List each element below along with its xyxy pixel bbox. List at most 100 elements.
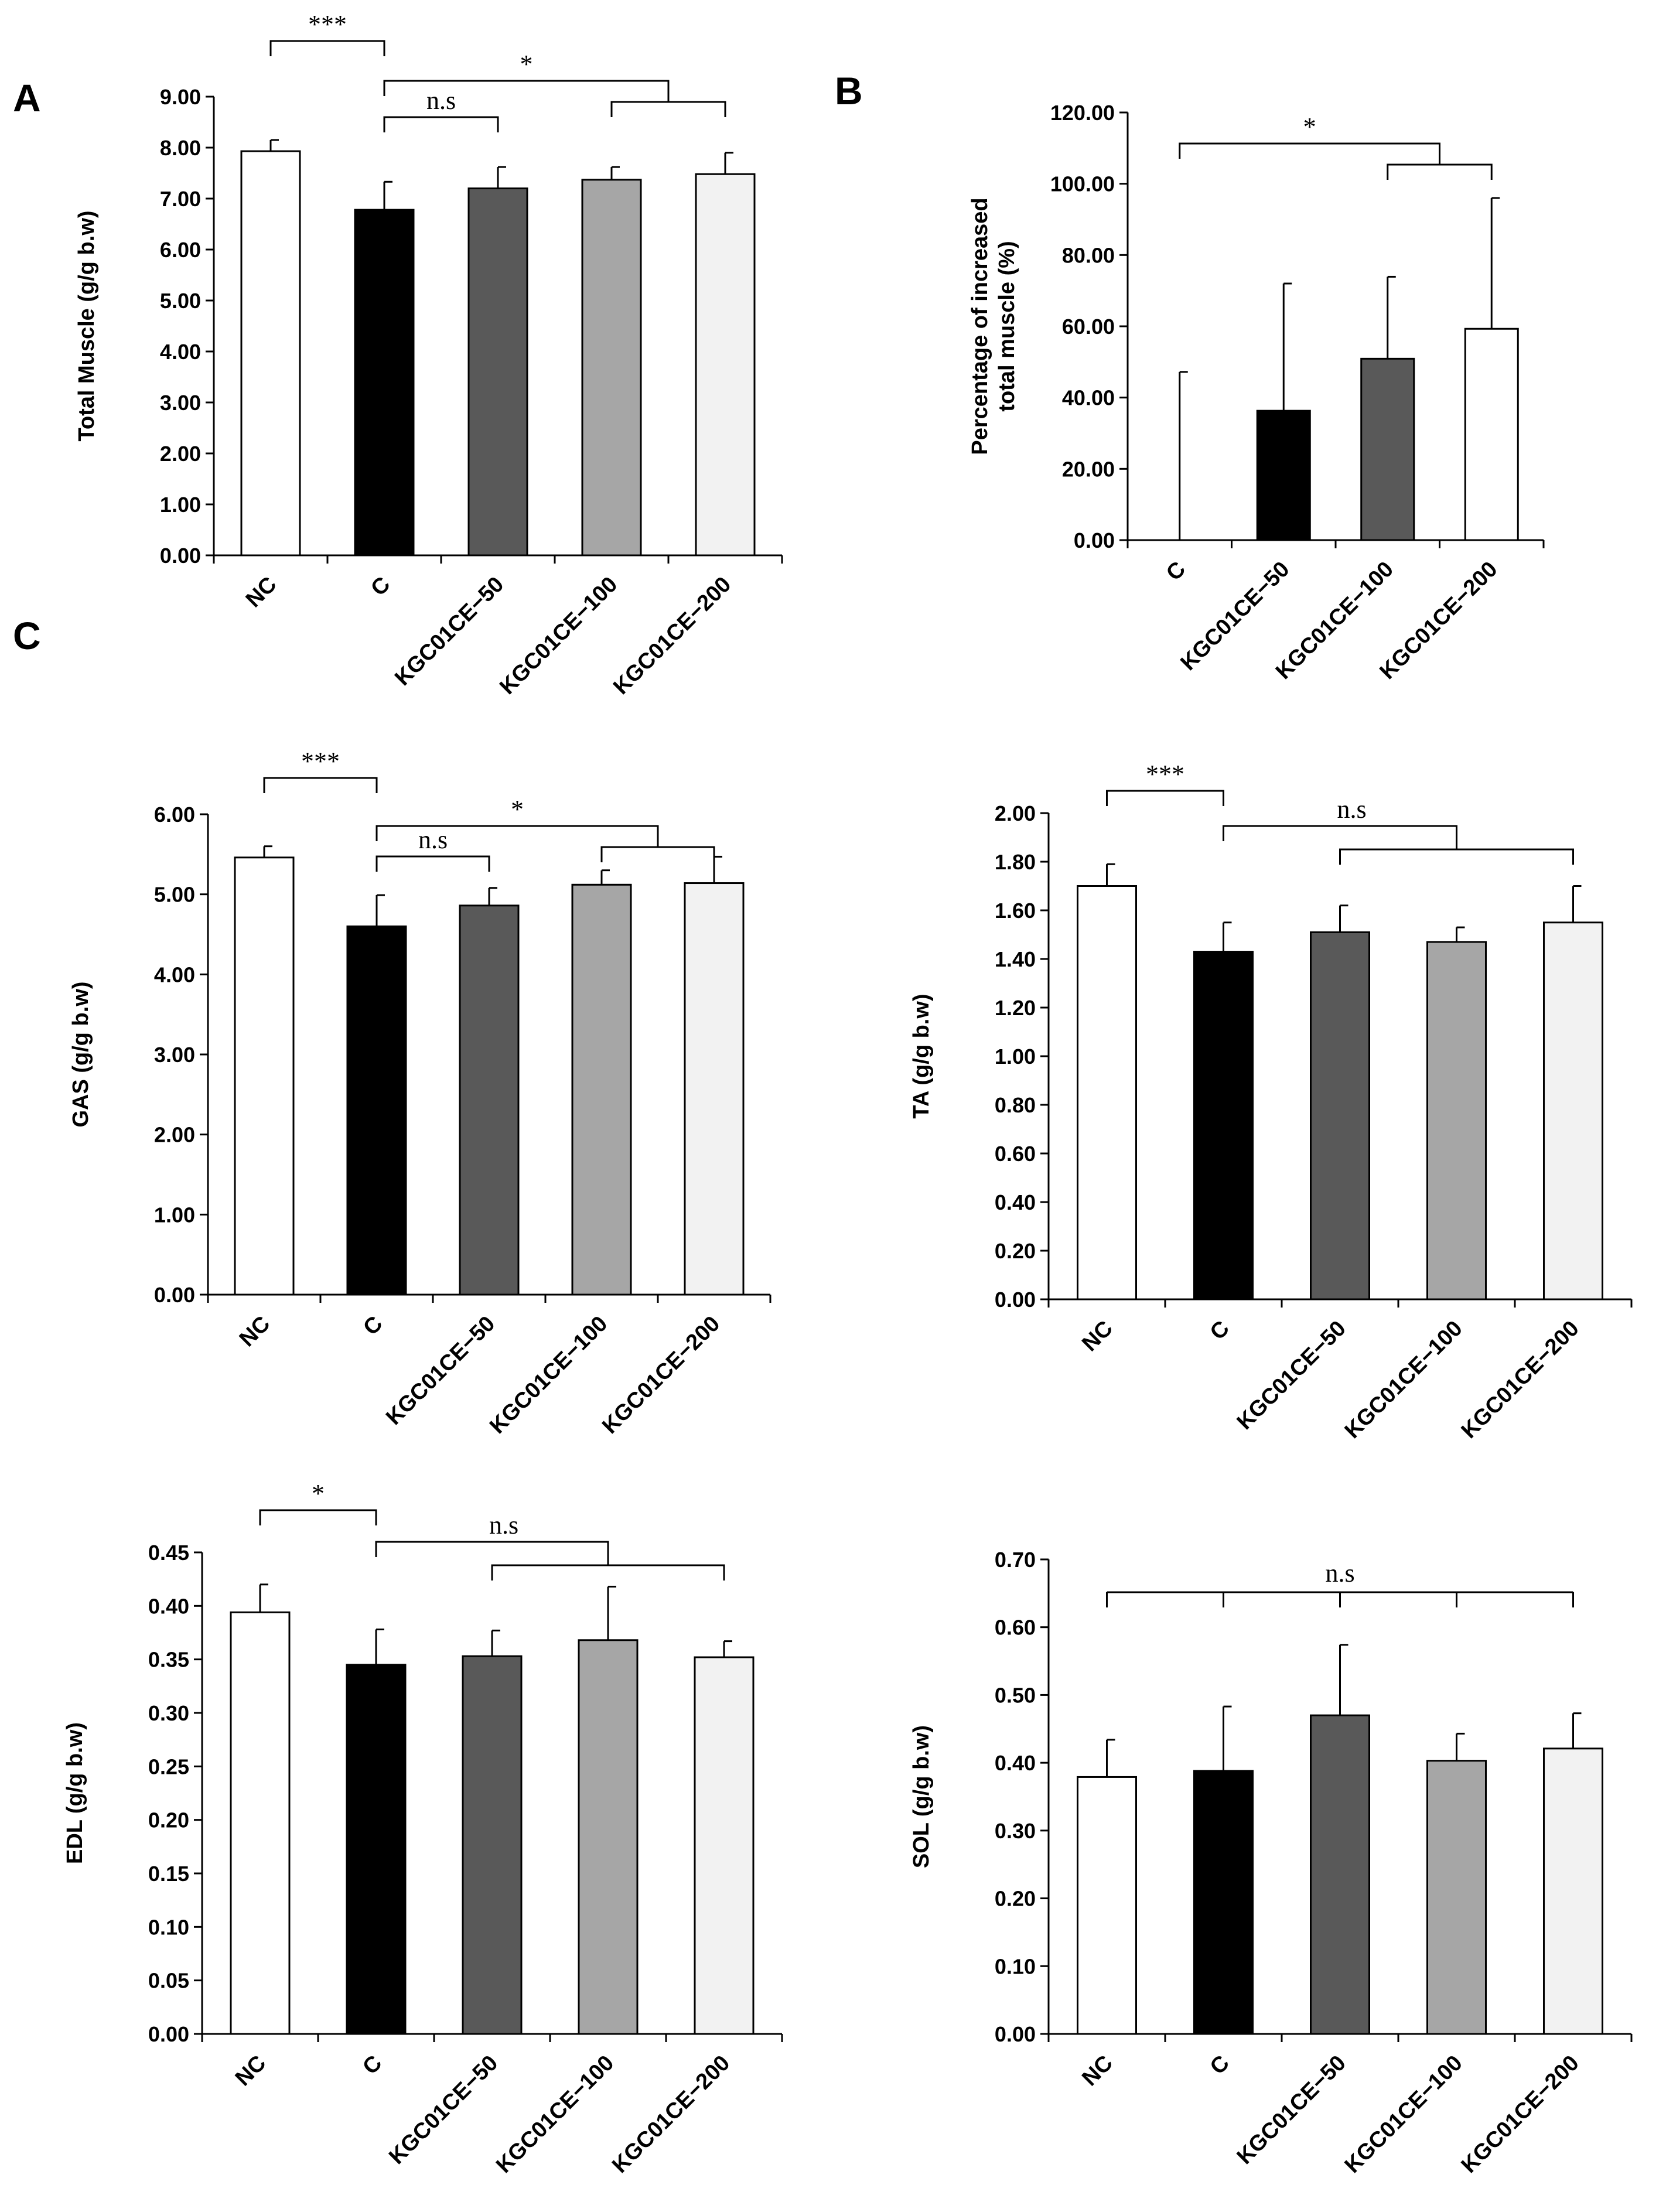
category-label: KGC01CE−100 xyxy=(485,1312,612,1439)
category-label: KGC01CE−50 xyxy=(1233,1316,1351,1435)
significance-bracket xyxy=(263,777,378,793)
bar xyxy=(1310,1714,1370,2035)
bar xyxy=(346,925,407,1296)
bar xyxy=(684,882,745,1296)
bar xyxy=(1360,357,1415,541)
significance-label: * xyxy=(312,1479,325,1508)
y-axis-label: GAS (g/g b.w) xyxy=(69,981,93,1127)
y-tick-label: 1.60 xyxy=(995,899,1036,923)
y-axis-label: Percentage of increased xyxy=(968,197,992,455)
y-tick-label: 0.00 xyxy=(154,1283,195,1307)
y-tick-label: 5.00 xyxy=(160,289,201,313)
y-tick-label: 5.00 xyxy=(154,883,195,907)
bar xyxy=(1193,951,1254,1300)
bar xyxy=(578,1639,639,2035)
y-tick-label: 8.00 xyxy=(160,136,201,160)
y-tick-label: 2.00 xyxy=(160,442,201,466)
y-tick-label: 2.00 xyxy=(154,1123,195,1147)
y-tick-label: 0.35 xyxy=(148,1648,189,1672)
category-label: C xyxy=(359,1312,387,1340)
category-label: NC xyxy=(231,2051,271,2091)
y-tick-label: 0.00 xyxy=(995,1288,1036,1312)
chart-a: 0.00 1.00 2.00 3.00 4.00 5.00 6.00 7.00 8.00 9.00… xyxy=(74,10,783,699)
y-tick-label: 1.00 xyxy=(995,1044,1036,1069)
significance-sub-bracket xyxy=(1387,163,1493,180)
significance-bracket xyxy=(383,80,670,102)
significance-sub-bracket xyxy=(600,846,715,862)
bar xyxy=(1310,931,1370,1300)
significance-bracket xyxy=(383,116,499,132)
y-tick-label: 6.00 xyxy=(160,238,201,262)
significance-label: n.s xyxy=(418,825,448,854)
y-tick-label: 0.20 xyxy=(148,1808,189,1832)
y-tick-label: 0.50 xyxy=(995,1683,1036,1707)
y-tick-label: 4.00 xyxy=(154,962,195,986)
significance-bracket xyxy=(1179,142,1440,165)
significance-label: n.s xyxy=(1337,795,1366,824)
significance-label: * xyxy=(1303,112,1316,141)
y-tick-label: 1.80 xyxy=(995,850,1036,874)
category-label: KGC01CE−50 xyxy=(381,1312,500,1430)
category-label: KGC01CE−100 xyxy=(1340,2051,1467,2178)
y-tick-label: 1.20 xyxy=(995,996,1036,1020)
category-label: KGC01CE−100 xyxy=(491,2051,619,2178)
significance-bracket xyxy=(1223,825,1457,849)
category-label: KGC01CE−50 xyxy=(390,572,508,691)
y-tick-label: 0.60 xyxy=(995,1142,1036,1166)
y-tick-label: 60.00 xyxy=(1062,315,1115,339)
bar xyxy=(1426,941,1487,1300)
bar xyxy=(459,904,520,1296)
y-axis-label: EDL (g/g b.w) xyxy=(63,1722,87,1864)
significance-bracket xyxy=(269,40,385,56)
chart-gas: 0.00 1.00 2.00 3.00 4.00 5.00 6.00 GAS (g/g b.w… xyxy=(69,747,771,1439)
category-label: C xyxy=(1162,557,1190,586)
bar xyxy=(694,1656,755,2035)
significance-bracket xyxy=(1106,1591,1574,1607)
category-label: KGC01CE−100 xyxy=(495,572,622,699)
y-tick-label: 2.00 xyxy=(995,801,1036,825)
category-label: NC xyxy=(1077,1316,1118,1357)
bar xyxy=(234,856,295,1296)
bar xyxy=(571,883,632,1296)
y-tick-label: 1.40 xyxy=(995,947,1036,971)
panel-letter-b: B xyxy=(835,69,863,112)
category-label: KGC01CE−50 xyxy=(1176,557,1294,675)
y-tick-label: 0.30 xyxy=(148,1701,189,1725)
category-label: KGC01CE−200 xyxy=(598,1312,725,1439)
significance-label: n.s xyxy=(489,1511,518,1539)
category-label: KGC01CE−200 xyxy=(1457,2051,1584,2178)
y-tick-label: 9.00 xyxy=(160,85,201,109)
significance-bracket xyxy=(1106,790,1224,806)
bar xyxy=(695,173,756,557)
chart-sol: 0.00 0.10 0.20 0.30 0.40 0.50 0.60 0.70 SOL (g/g… xyxy=(909,1548,1633,2178)
bar xyxy=(581,179,642,557)
significance-label: n.s xyxy=(1325,1559,1354,1588)
bar xyxy=(1077,885,1137,1300)
significance-label: *** xyxy=(1146,760,1184,788)
significance-bracket xyxy=(375,1541,609,1565)
bar xyxy=(354,209,415,557)
chart-ta: 0.00 0.20 0.40 0.60 0.80 1.00 1.20 1.40 1.60 1.80… xyxy=(909,760,1633,1443)
y-tick-label: 7.00 xyxy=(160,187,201,211)
bar xyxy=(1464,327,1519,541)
category-label: KGC01CE−100 xyxy=(1340,1316,1467,1443)
significance-sub-bracket xyxy=(610,101,726,117)
significance-bracket xyxy=(259,1509,377,1525)
y-tick-label: 20.00 xyxy=(1062,457,1115,481)
significance-bracket xyxy=(375,825,659,847)
bar xyxy=(1543,921,1603,1300)
y-tick-label: 3.00 xyxy=(160,391,201,415)
bar xyxy=(1543,1747,1603,2035)
y-tick-label: 40.00 xyxy=(1062,386,1115,410)
y-tick-label: 1.00 xyxy=(160,493,201,517)
y-tick-label: 0.80 xyxy=(995,1093,1036,1117)
y-tick-label: 0.70 xyxy=(995,1548,1036,1572)
y-tick-label: 0.20 xyxy=(995,1239,1036,1263)
y-axis-label: TA (g/g b.w) xyxy=(909,994,934,1118)
y-tick-label: 4.00 xyxy=(160,340,201,364)
y-tick-label: 1.00 xyxy=(154,1203,195,1227)
y-tick-label: 0.15 xyxy=(148,1862,189,1886)
significance-label: n.s xyxy=(426,86,456,115)
y-tick-label: 0.20 xyxy=(995,1887,1036,1911)
